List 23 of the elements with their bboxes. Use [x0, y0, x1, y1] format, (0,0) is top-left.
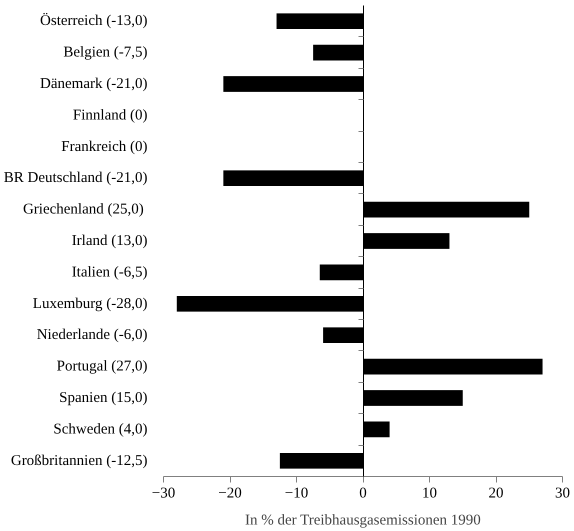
y-tick-label: Spanien (15,0) [59, 390, 148, 406]
y-tick-label: Italien (-6,5) [72, 264, 148, 280]
y-tick-label: Luxemburg (-28,0) [32, 296, 148, 312]
x-tick-label: 0 [359, 486, 367, 502]
y-tick-label: Finnland (0) [72, 107, 148, 124]
y-tick-label: Irland (13,0) [72, 233, 148, 249]
x-tick-label: 10 [422, 486, 437, 502]
x-tick-label: 20 [488, 486, 504, 502]
x-tick-label: −20 [218, 486, 242, 502]
x-axis-title: In % der Treibhausgasemissionen 1990 [244, 512, 481, 528]
y-tick-label: Portugal (27,0) [56, 358, 148, 375]
y-tick-label: Niederlande (-6,0) [36, 327, 148, 344]
y-tick-label: BR Deutschland (-21,0) [4, 170, 148, 186]
y-tick-label: Schweden (4,0) [53, 421, 148, 438]
x-tick-label: −30 [152, 486, 176, 502]
y-tick-label: Belgien (-7,5) [63, 44, 148, 61]
y-tick-label: Frankreich (0) [61, 138, 148, 155]
y-tick-label: Dänemark (-21,0) [40, 76, 148, 92]
y-tick-label: Großbritannien (-12,5) [10, 452, 148, 469]
x-tick-label: −10 [284, 486, 308, 502]
x-tick-label: 30 [555, 486, 570, 502]
y-tick-label: Griechenland (25,0) [22, 202, 144, 218]
y-tick-label: Österreich (-13,0) [40, 12, 148, 30]
